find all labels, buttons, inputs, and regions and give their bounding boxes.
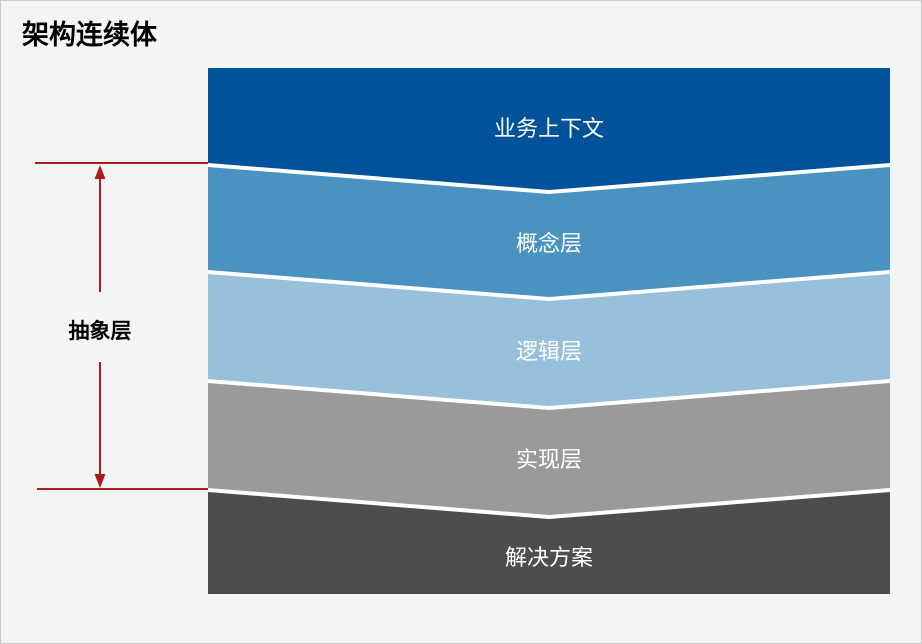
layer-label: 业务上下文 <box>494 117 604 142</box>
layer-band <box>208 274 890 406</box>
layer-label: 逻辑层 <box>516 340 582 365</box>
layer-band <box>208 492 890 594</box>
arrow-down-icon <box>94 474 106 488</box>
layer-label: 实现层 <box>516 448 582 473</box>
abstraction-dimension: 抽象层 <box>35 162 208 490</box>
layer-logical: 逻辑层 <box>208 274 890 406</box>
layer-physical: 实现层 <box>208 383 890 515</box>
layer-band <box>208 167 890 297</box>
layer-conceptual: 概念层 <box>208 167 890 297</box>
layer-label: 概念层 <box>516 232 582 257</box>
diagram-title: 架构连续体 <box>22 19 158 51</box>
layer-band <box>208 383 890 515</box>
layer-solution: 解决方案 <box>208 492 890 594</box>
layer-business-context: 业务上下文 <box>208 68 890 190</box>
layer-band <box>208 68 890 190</box>
layer-label: 解决方案 <box>505 546 593 571</box>
arrow-up-icon <box>94 165 106 179</box>
abstraction-label: 抽象层 <box>69 319 132 343</box>
